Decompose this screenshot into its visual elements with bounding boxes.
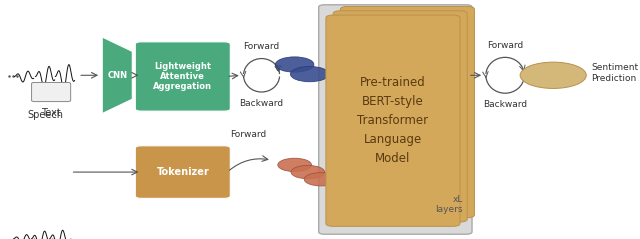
FancyBboxPatch shape xyxy=(326,15,460,226)
Text: Backward: Backward xyxy=(239,99,284,108)
Text: Backward: Backward xyxy=(483,100,527,109)
FancyBboxPatch shape xyxy=(31,82,70,102)
FancyBboxPatch shape xyxy=(340,6,474,218)
Text: Sentiment
Prediction: Sentiment Prediction xyxy=(591,63,638,83)
Text: Tokenizer: Tokenizer xyxy=(156,167,209,177)
Polygon shape xyxy=(102,37,132,114)
Text: Lightweight
Attentive
Aggregation: Lightweight Attentive Aggregation xyxy=(154,62,212,91)
Text: CNN: CNN xyxy=(107,71,127,80)
Circle shape xyxy=(520,62,586,88)
Circle shape xyxy=(275,57,314,72)
FancyBboxPatch shape xyxy=(135,42,230,111)
Circle shape xyxy=(291,165,324,179)
Text: Pre-trained
BERT-style
Transformer
Language
Model: Pre-trained BERT-style Transformer Langu… xyxy=(357,76,429,165)
Text: xL
layers: xL layers xyxy=(435,195,463,214)
Text: Forward: Forward xyxy=(230,130,266,139)
Circle shape xyxy=(304,173,338,186)
Text: Speech: Speech xyxy=(27,110,63,120)
FancyBboxPatch shape xyxy=(333,11,467,222)
Text: Forward: Forward xyxy=(487,41,524,50)
Text: Forward: Forward xyxy=(243,42,280,51)
Text: Text: Text xyxy=(41,108,61,118)
Circle shape xyxy=(291,66,329,82)
FancyBboxPatch shape xyxy=(135,146,230,198)
FancyBboxPatch shape xyxy=(319,5,472,234)
Circle shape xyxy=(278,158,312,172)
